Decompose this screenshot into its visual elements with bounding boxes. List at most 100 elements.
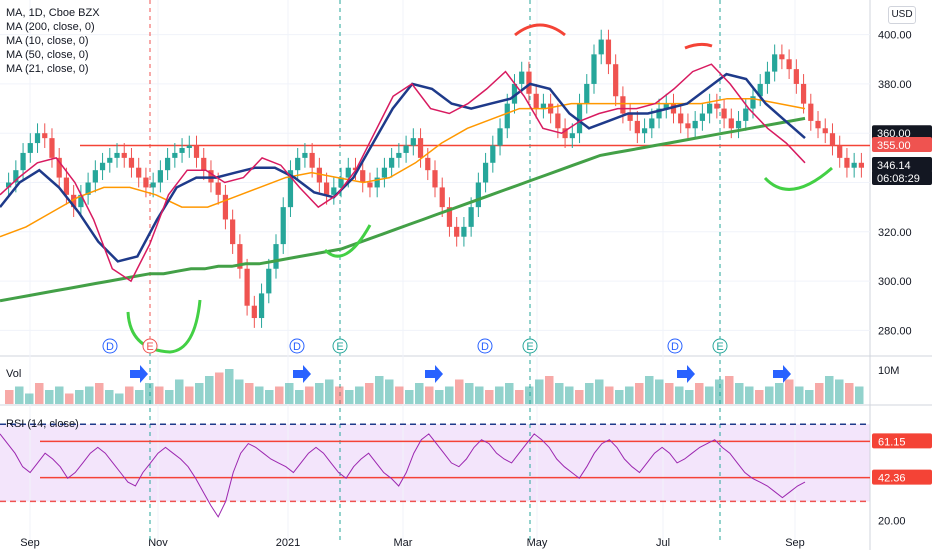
volume-bar (735, 383, 744, 404)
volume-bar (775, 383, 784, 404)
arrow-marker (773, 365, 791, 383)
event-marker-label: D (671, 341, 679, 353)
candle-body (309, 152, 315, 168)
volume-bar (295, 390, 304, 404)
volume-bar (585, 383, 594, 404)
volume-bar (785, 379, 794, 404)
candle-body (201, 157, 207, 171)
volume-bar (545, 376, 554, 404)
volume-bar (25, 393, 34, 404)
candle-body (92, 170, 98, 183)
x-tick-label: Jul (656, 537, 670, 549)
candle-body (287, 170, 294, 208)
candle-body (735, 120, 742, 129)
candle-body (663, 103, 669, 109)
price-tag (872, 137, 932, 152)
price-tick-label: 320.00 (878, 227, 912, 239)
candle-body (620, 96, 626, 114)
candle-body (425, 157, 431, 171)
event-marker (289, 338, 305, 354)
candle-body (721, 108, 727, 119)
volume-bar (155, 386, 164, 404)
candle-body (114, 152, 120, 158)
rsi-tick-label: 61.15 (878, 436, 906, 448)
candle-body (6, 182, 12, 188)
candle-body (63, 177, 70, 195)
candle-body (613, 64, 619, 97)
volume-bar (395, 386, 404, 404)
volume-bar (665, 383, 674, 404)
volume-bar (525, 386, 534, 404)
candle-body (793, 69, 799, 84)
price-tag (872, 125, 932, 141)
candle-body (829, 133, 836, 146)
volume-bar (835, 379, 844, 404)
candle-body (728, 118, 734, 129)
volume-bar (55, 386, 64, 404)
arrow-marker (677, 365, 695, 383)
volume-bar (495, 386, 504, 404)
candle-body (20, 152, 26, 171)
candle-body (71, 194, 77, 208)
volume-bar (375, 376, 384, 404)
event-marker (477, 338, 493, 354)
volume-bar (625, 386, 634, 404)
candle-body (844, 157, 850, 168)
volume-bar (405, 390, 414, 404)
rsi-label[interactable]: RSI (14, close) (6, 418, 79, 430)
volume-axis-label: 10M (878, 365, 899, 377)
candle-body (186, 145, 192, 148)
candle-body (244, 268, 250, 306)
candle-body (851, 162, 857, 168)
volume-bar (85, 386, 94, 404)
event-marker (667, 338, 683, 354)
rsi-line (0, 433, 806, 518)
candle-body (822, 128, 828, 134)
legend-ma50[interactable]: MA (50, close, 0) (6, 49, 89, 61)
price-tag-label: 06:08:29 (877, 173, 920, 185)
candle-body (128, 157, 135, 168)
volume-bar (505, 383, 514, 404)
candle-body (316, 167, 322, 183)
candle-body (266, 268, 272, 294)
event-marker-label: D (106, 341, 114, 353)
top-arc-annotation (514, 23, 566, 37)
candle-body (179, 148, 185, 153)
bottom-arc-annotation (126, 299, 202, 354)
volume-bar (225, 369, 234, 404)
bottom-arc-annotation (323, 224, 372, 258)
candle-body (302, 152, 308, 158)
candle-body (396, 152, 402, 158)
legend-ma10[interactable]: MA (10, close, 0) (6, 35, 89, 47)
volume-bar (615, 390, 624, 404)
candle-body (295, 157, 301, 171)
volume-bar (725, 376, 734, 404)
candle-body (858, 162, 864, 168)
candle-body (605, 39, 612, 65)
price-tag (872, 157, 932, 172)
legend-ma200[interactable]: MA (200, close, 0) (6, 21, 95, 33)
candle-body (743, 108, 749, 121)
candle-body (526, 71, 532, 94)
candle-body (490, 145, 496, 163)
volume-bar (595, 379, 604, 404)
candle-body (143, 177, 149, 188)
candle-body (533, 93, 539, 109)
volume-bar (815, 383, 824, 404)
legend-symbol[interactable]: MA, 1D, Cboe BZX (6, 7, 100, 19)
candle-body (641, 128, 648, 134)
volume-bar (645, 376, 654, 404)
candle-body (569, 133, 575, 139)
legend-ma21[interactable]: MA (21, close, 0) (6, 63, 89, 75)
volume-bar (345, 390, 354, 404)
currency-button[interactable]: USD (888, 6, 916, 24)
candle-body (591, 54, 597, 84)
candle-body (584, 83, 590, 104)
volume-bar (565, 386, 574, 404)
candle-body (150, 182, 156, 188)
event-marker (522, 338, 538, 354)
candle-body (345, 167, 351, 178)
volume-label[interactable]: Vol (6, 368, 22, 380)
candle-body (172, 152, 178, 158)
